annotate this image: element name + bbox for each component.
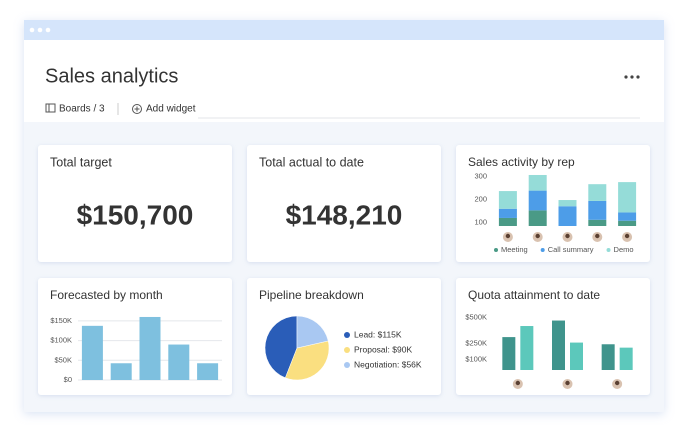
window-dot bbox=[37, 27, 43, 33]
widget-title: Total actual to date bbox=[259, 155, 364, 169]
y-tick-label: $500K bbox=[465, 312, 487, 321]
bar bbox=[197, 363, 219, 380]
bar bbox=[619, 347, 633, 370]
y-tick-label: $150K bbox=[50, 316, 72, 325]
y-tick-label: $0 bbox=[64, 375, 72, 384]
widget-title: Forecasted by month bbox=[50, 288, 163, 302]
bar bbox=[81, 325, 103, 380]
bar bbox=[139, 316, 161, 380]
avatar-head bbox=[565, 380, 570, 386]
window-dot bbox=[45, 27, 51, 33]
legend-dot bbox=[606, 248, 611, 252]
legend-dot bbox=[540, 248, 545, 252]
y-tick-label: 300 bbox=[474, 172, 487, 181]
pie-slice bbox=[296, 315, 329, 349]
avatar-head bbox=[614, 380, 620, 386]
avatar-head bbox=[515, 380, 521, 386]
avatar-head bbox=[595, 233, 600, 239]
legend-dot bbox=[344, 347, 350, 353]
legend-label: Negotiation: $56K bbox=[354, 359, 422, 369]
kpi-value: $150,700 bbox=[77, 199, 194, 230]
widget-card[interactable] bbox=[456, 145, 650, 262]
avatar-head bbox=[535, 233, 540, 239]
y-tick-label: 100 bbox=[474, 218, 487, 227]
add-widget-button[interactable]: Add widget bbox=[132, 104, 196, 115]
bar bbox=[601, 344, 615, 370]
pie-slice bbox=[285, 340, 330, 381]
page-title: Sales analytics bbox=[45, 65, 178, 87]
pie-slice bbox=[264, 315, 298, 379]
bar-segment bbox=[588, 200, 607, 220]
legend-label: Demo bbox=[614, 245, 634, 254]
legend-label: Lead: $115K bbox=[354, 329, 402, 339]
widget-card[interactable] bbox=[38, 145, 232, 262]
bar-segment bbox=[618, 220, 637, 226]
bar-segment bbox=[558, 206, 577, 226]
bar bbox=[110, 363, 132, 380]
y-tick-label: $50K bbox=[54, 355, 72, 364]
bar bbox=[520, 326, 534, 370]
bar-segment bbox=[498, 191, 517, 209]
header bbox=[24, 40, 664, 122]
breadcrumb: Boards / 3 bbox=[59, 104, 105, 115]
bar bbox=[168, 344, 190, 380]
y-tick-label: $250K bbox=[465, 339, 487, 348]
window-dot bbox=[29, 27, 35, 33]
more-menu[interactable] bbox=[624, 75, 640, 79]
bar-segment bbox=[588, 184, 607, 201]
boards-link[interactable]: Boards / 3 bbox=[45, 103, 105, 115]
widget-title: Sales activity by rep bbox=[468, 155, 575, 169]
widget-title: Total target bbox=[50, 155, 112, 169]
avatar-head bbox=[565, 233, 570, 239]
widget-card[interactable] bbox=[247, 145, 441, 262]
bar bbox=[502, 337, 516, 370]
bar-segment bbox=[558, 200, 577, 207]
bar-segment bbox=[498, 217, 517, 226]
bar-segment bbox=[528, 174, 547, 191]
y-tick-label: $100K bbox=[50, 336, 72, 345]
legend-dot bbox=[494, 248, 498, 252]
bar-segment bbox=[498, 208, 517, 218]
bar-segment bbox=[618, 212, 637, 221]
legend-dot bbox=[344, 332, 350, 338]
legend-label: Proposal: $90K bbox=[354, 344, 412, 354]
bar bbox=[552, 320, 565, 370]
add-widget: Add widget bbox=[146, 104, 196, 115]
browser-bar bbox=[24, 20, 664, 40]
legend-label: Call summary bbox=[548, 245, 594, 254]
y-tick-label: $100K bbox=[465, 354, 487, 363]
bar bbox=[570, 342, 583, 370]
y-tick-label: 200 bbox=[474, 195, 487, 204]
avatar-head bbox=[624, 233, 630, 239]
legend-dot bbox=[344, 362, 350, 368]
bar-segment bbox=[618, 182, 637, 213]
widget-title: Pipeline breakdown bbox=[259, 288, 364, 302]
bar-segment bbox=[528, 190, 547, 211]
kpi-value: $148,210 bbox=[286, 199, 403, 230]
widget-title: Quota attainment to date bbox=[468, 288, 600, 302]
avatar-head bbox=[505, 233, 511, 239]
bar-segment bbox=[588, 219, 607, 226]
bar-segment bbox=[528, 210, 547, 226]
legend-label: Meeting bbox=[501, 245, 528, 254]
